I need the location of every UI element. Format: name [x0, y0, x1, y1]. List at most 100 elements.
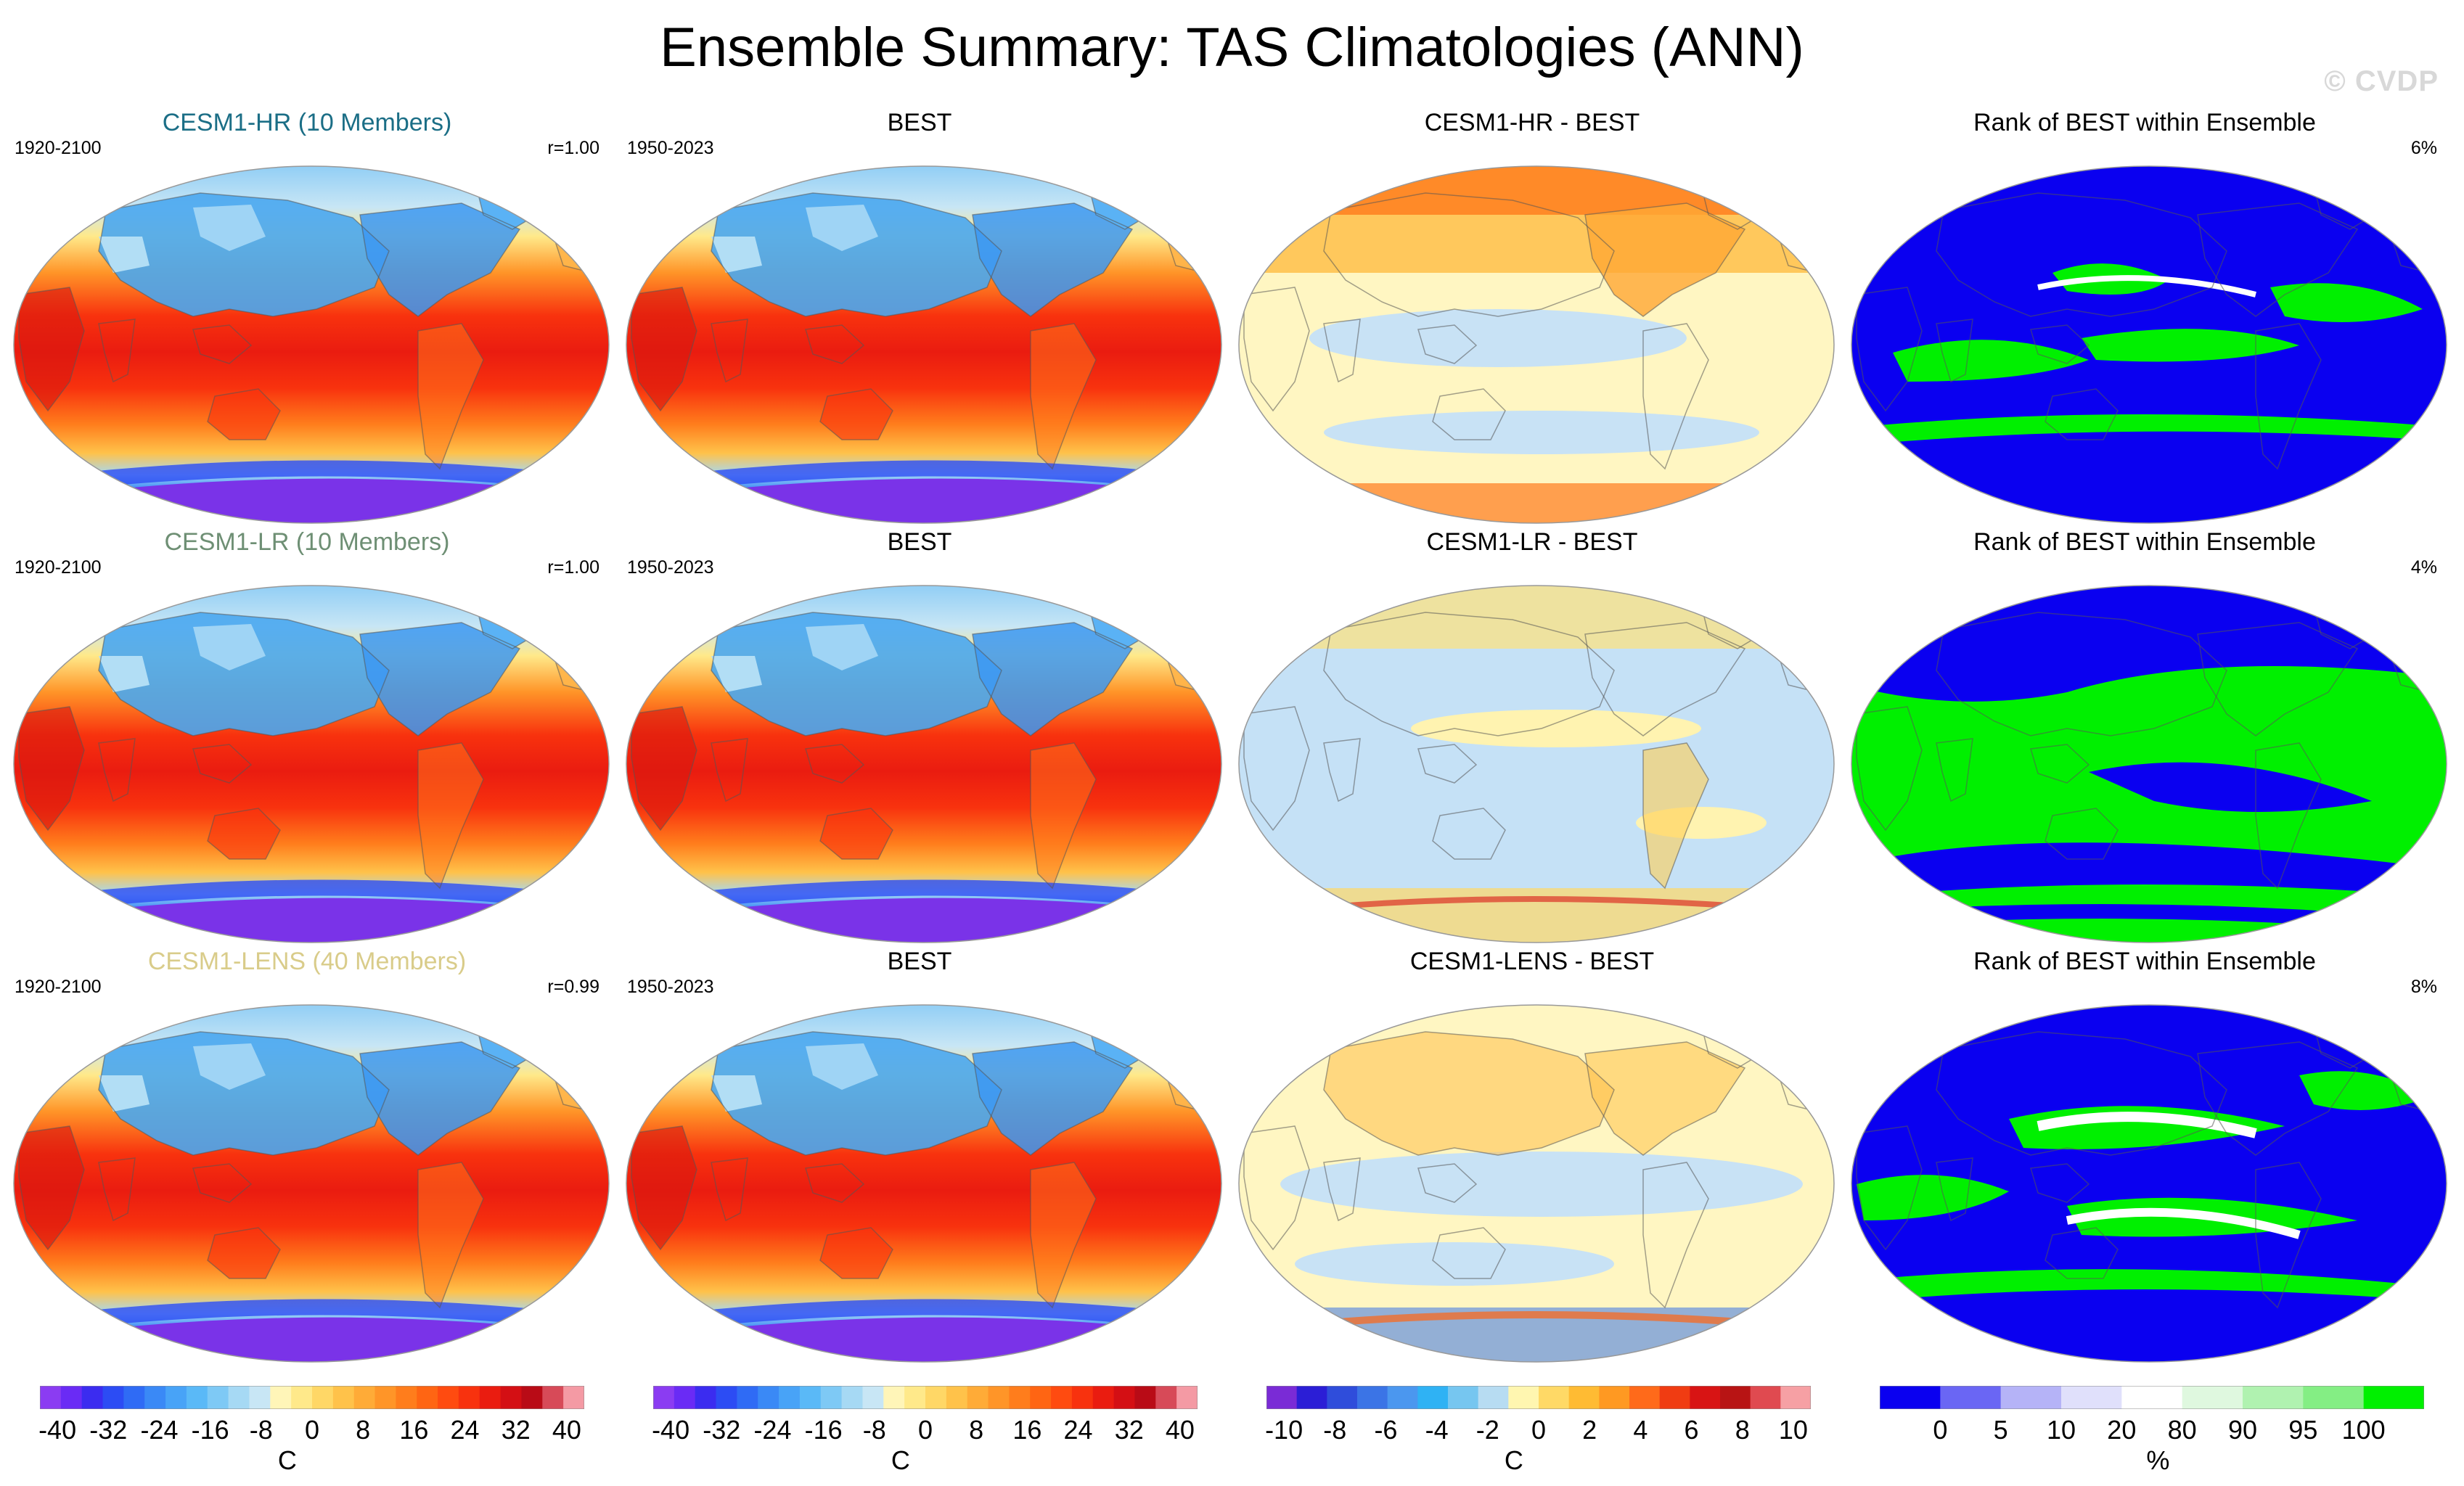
colorbar-swatch	[1134, 1386, 1156, 1409]
colorbar-tick-label: 90	[2227, 1415, 2258, 1445]
coastline	[417, 742, 484, 890]
colorbar-swatch	[988, 1386, 1010, 1409]
colorbar-swatch	[1051, 1386, 1073, 1409]
colorbar-swatch	[1780, 1386, 1811, 1409]
coastline	[1856, 287, 1923, 412]
coastline	[98, 192, 390, 317]
colorbar-tick-label: 24	[1063, 1415, 1093, 1445]
colorbar-swatch	[186, 1386, 208, 1409]
colorbar-swatch	[458, 1386, 480, 1409]
period-label: 1950-2023	[627, 977, 714, 997]
colorbar-swatch	[396, 1386, 417, 1409]
colorbar-swatch	[1266, 1386, 1298, 1409]
colorbar-tick-label: 32	[501, 1415, 531, 1445]
colorbar-swatch	[1387, 1386, 1418, 1409]
coastline	[711, 319, 748, 383]
period-label: 1920-2100	[15, 557, 102, 578]
colorbar-swatch	[270, 1386, 292, 1409]
colorbar-swatch	[653, 1386, 675, 1409]
coastline	[417, 323, 484, 470]
colorbar-swatch	[2000, 1386, 2062, 1409]
colorbar-swatch	[1568, 1386, 1600, 1409]
colorbar-swatch	[563, 1386, 584, 1409]
map-ellipse	[1238, 1004, 1835, 1363]
colorbar-tick-label: 6	[1684, 1415, 1699, 1445]
panel-title: CESM1-LR (10 Members)	[164, 528, 450, 556]
colorbar-tick-label: -2	[1475, 1415, 1499, 1445]
coastline	[1323, 192, 1615, 317]
colorbar-tick-label: -32	[703, 1415, 741, 1445]
coastline	[1936, 738, 1973, 802]
coastline	[711, 1157, 748, 1222]
coastline	[1936, 319, 1973, 383]
map-ellipse	[1851, 165, 2447, 524]
coastline	[1323, 738, 1361, 802]
coastline	[192, 1163, 253, 1203]
colorbar-tick-label: -4	[1425, 1415, 1449, 1445]
coastline	[1030, 742, 1097, 890]
coastline	[2045, 388, 2119, 440]
panel-title: Rank of BEST within Ensemble	[1973, 948, 2316, 975]
colorbar-tick-label: 8	[969, 1415, 984, 1445]
coastline	[1432, 388, 1506, 440]
coastline	[1856, 1125, 1923, 1251]
colorbar-swatch	[1539, 1386, 1570, 1409]
colorbar-swatch	[925, 1386, 947, 1409]
colorbar-swatch	[81, 1386, 104, 1409]
coastline	[972, 622, 1134, 736]
colorbar-swatch	[820, 1386, 843, 1409]
colorbar-swatch	[374, 1386, 396, 1409]
map-panel: CESM1-LR - BEST	[1225, 528, 1839, 948]
map-panel: Rank of BEST within Ensemble 4%	[1838, 528, 2452, 948]
coastline	[805, 744, 865, 784]
map-panel: BEST 1950-2023	[613, 948, 1227, 1367]
colorbar-swatch	[479, 1386, 502, 1409]
map-ellipse	[626, 1004, 1222, 1363]
coastline	[207, 1227, 281, 1279]
colorbar-swatch	[1599, 1386, 1630, 1409]
colorbar-swatch	[1296, 1386, 1327, 1409]
coastline	[359, 202, 521, 317]
panel-title: CESM1-HR - BEST	[1424, 109, 1640, 136]
stat-label: 8%	[2410, 977, 2437, 997]
colorbar-swatch	[60, 1386, 83, 1409]
coastline	[2197, 202, 2359, 317]
colorbar-unit: C	[1504, 1445, 1523, 1475]
colorbar-tick-label: -40	[38, 1415, 77, 1445]
coastline	[631, 287, 697, 412]
coastline	[1243, 706, 1310, 832]
colorbar-tick-label: -32	[89, 1415, 128, 1445]
coastline	[805, 324, 865, 364]
coastline	[1432, 808, 1506, 860]
map-panel: Rank of BEST within Ensemble 6%	[1838, 109, 2452, 528]
colorbar-swatch	[2243, 1386, 2304, 1409]
colorbar-tick-label: -6	[1374, 1415, 1398, 1445]
coastline	[2197, 1041, 2359, 1156]
colorbar-tick-label: 8	[356, 1415, 371, 1445]
map-ellipse	[626, 165, 1222, 524]
colorbar-swatches	[40, 1386, 584, 1409]
colorbar-unit: C	[891, 1445, 910, 1475]
coastline	[631, 1125, 697, 1251]
colorbar-swatch	[674, 1386, 696, 1409]
colorbar-swatches	[1266, 1386, 1811, 1409]
colorbar-tick-label: -24	[140, 1415, 179, 1445]
coastline	[192, 324, 253, 364]
coastline	[2197, 622, 2359, 736]
colorbar-swatch	[862, 1386, 884, 1409]
coastline	[1323, 319, 1361, 383]
coastline	[631, 706, 697, 832]
coastline	[1584, 1041, 1746, 1156]
colorbar-swatch	[438, 1386, 459, 1409]
colorbar-swatch	[1940, 1386, 2002, 1409]
colorbar-swatch	[946, 1386, 968, 1409]
colorbar-tick-label: 0	[1933, 1415, 1948, 1445]
colorbar-tick-label: 40	[1165, 1415, 1195, 1445]
stat-label: 4%	[2410, 557, 2437, 578]
period-label: 1950-2023	[627, 557, 714, 578]
coastline	[1323, 1031, 1615, 1156]
panel-title: BEST	[887, 528, 952, 556]
colorbar-unit: C	[277, 1445, 297, 1475]
colorbar-tick-label: 16	[1012, 1415, 1042, 1445]
colorbar-swatch	[542, 1386, 564, 1409]
